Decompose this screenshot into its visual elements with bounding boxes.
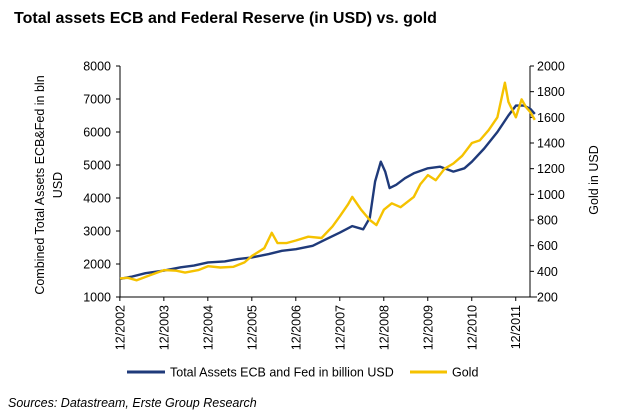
series-lines <box>119 81 536 282</box>
left-y-tick-label: 8000 <box>83 60 111 74</box>
x-tick-label: 12/2002 <box>113 305 127 350</box>
left-y-tick-label: 4000 <box>83 192 111 206</box>
x-tick-label: 12/2007 <box>333 305 347 350</box>
right-y-tick-label: 1000 <box>537 188 565 202</box>
right-y-axis: 2000 1800 1600 1400 1200 1000 800 600 400 200 <box>530 60 565 305</box>
right-y-tick-label: 1400 <box>537 137 565 151</box>
left-y-tick-label: 3000 <box>83 225 111 239</box>
left-y-axis: 8000 7000 6000 5000 4000 3000 2000 1000 <box>83 60 120 305</box>
x-tick-label: 12/2009 <box>421 305 435 350</box>
right-y-tick-label: 1200 <box>537 162 565 176</box>
chart-title: Total assets ECB and Federal Reserve (in… <box>14 10 437 27</box>
left-y-tick-label: 5000 <box>83 159 111 173</box>
x-tick-label: 12/2004 <box>201 305 215 350</box>
left-y-axis-label: Combined Total Assets ECB&Fed in bln <box>33 75 47 294</box>
left-y-tick-label: 6000 <box>83 126 111 140</box>
right-y-tick-label: 400 <box>537 265 558 279</box>
left-y-tick-label: 7000 <box>83 93 111 107</box>
source-note: Sources: Datastream, Erste Group Researc… <box>8 396 257 410</box>
x-tick-label: 12/2005 <box>245 305 259 350</box>
x-tick-label: 12/2006 <box>289 305 303 350</box>
axes-frame <box>119 66 537 298</box>
right-y-tick-label: 1600 <box>537 111 565 125</box>
legend-label-assets: Total Assets ECB and Fed in billion USD <box>170 366 394 380</box>
right-y-tick-label: 200 <box>537 291 558 305</box>
right-y-axis-label: Gold in USD <box>587 145 601 214</box>
left-y-axis-label-line2: USD <box>51 172 65 198</box>
series-line-left <box>119 104 536 281</box>
x-axis: 12/2002 12/2003 12/2004 12/2005 12/2006 12/20… <box>113 297 523 350</box>
right-y-tick-label: 2000 <box>537 60 565 74</box>
right-y-tick-label: 800 <box>537 214 558 228</box>
series-line-right <box>119 81 536 282</box>
right-y-tick-label: 600 <box>537 239 558 253</box>
x-tick-label: 12/2008 <box>377 305 391 350</box>
right-y-tick-label: 1800 <box>537 85 565 99</box>
legend-label-gold: Gold <box>452 366 478 380</box>
x-tick-label: 12/2011 <box>509 305 523 349</box>
left-y-tick-label: 1000 <box>83 291 111 305</box>
x-tick-label: 12/2003 <box>157 305 171 350</box>
x-tick-label: 12/2010 <box>465 305 479 350</box>
legend: Total Assets ECB and Fed in billion USD G… <box>127 366 478 380</box>
left-y-tick-label: 2000 <box>83 258 111 272</box>
